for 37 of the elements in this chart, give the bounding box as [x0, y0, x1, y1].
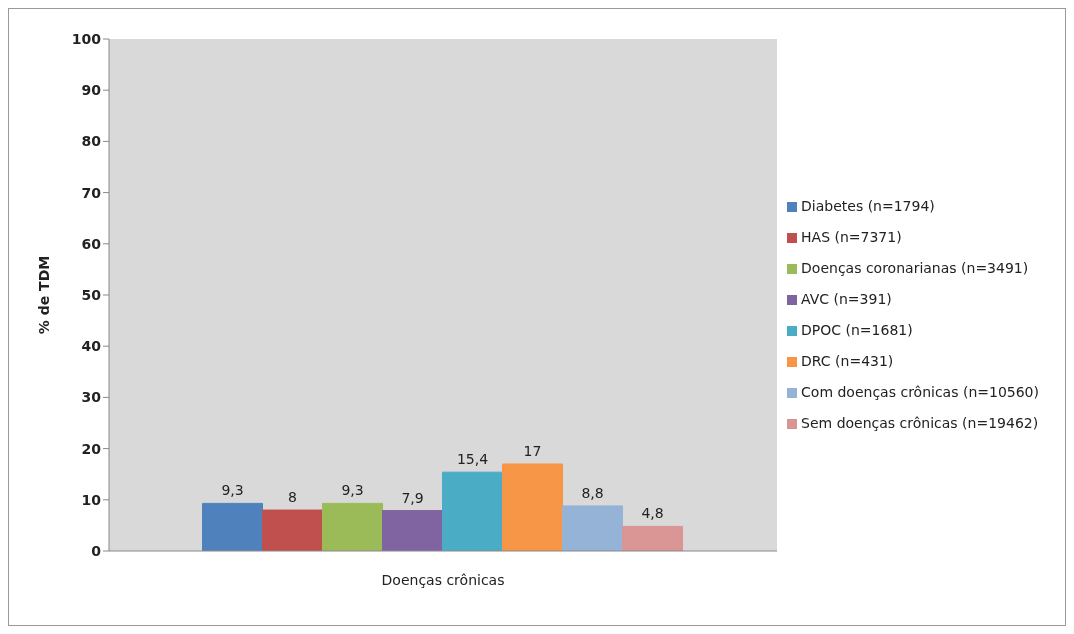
data-label: 9,3 — [341, 482, 364, 499]
y-tick-label: 30 — [81, 389, 102, 406]
bar — [502, 463, 564, 551]
y-tick-label: 50 — [81, 286, 102, 303]
legend-label: DPOC (n=1681) — [801, 322, 913, 338]
data-label: 7,9 — [401, 489, 424, 506]
y-tick-label: 80 — [81, 133, 102, 150]
y-tick-label: 90 — [81, 82, 102, 99]
y-tick-label: 0 — [91, 542, 102, 559]
data-label: 8 — [288, 489, 297, 506]
data-label: 4,8 — [641, 505, 664, 522]
legend-label: Sem doenças crônicas (n=19462) — [801, 415, 1039, 431]
legend-label: Doenças coronarianas (n=3491) — [801, 260, 1029, 276]
bar — [562, 505, 624, 551]
data-label: 8,8 — [581, 484, 604, 501]
y-axis-title: % de TDM — [35, 255, 52, 335]
legend-label: Diabetes (n=1794) — [801, 198, 935, 214]
legend-label: AVC (n=391) — [801, 291, 892, 307]
bar — [202, 502, 264, 551]
bar — [322, 502, 384, 551]
legend-label: HAS (n=7371) — [801, 229, 902, 245]
data-label: 15,4 — [456, 451, 489, 468]
x-tick-label: Doenças crônicas — [381, 571, 505, 588]
data-label: 17 — [523, 442, 542, 459]
bar — [382, 510, 444, 551]
y-tick-label: 20 — [81, 440, 102, 457]
legend-label: DRC (n=431) — [801, 353, 894, 369]
y-tick-label: 40 — [81, 338, 102, 355]
bar — [262, 509, 324, 551]
y-tick-label: 100 — [71, 30, 102, 47]
data-label: 9,3 — [221, 482, 244, 499]
y-tick-label: 10 — [81, 491, 102, 508]
y-tick-label: 60 — [81, 235, 102, 252]
bar — [442, 471, 504, 551]
y-tick-label: 70 — [81, 184, 102, 201]
bar — [622, 525, 684, 551]
legend-label: Com doenças crônicas (n=10560) — [801, 384, 1039, 400]
